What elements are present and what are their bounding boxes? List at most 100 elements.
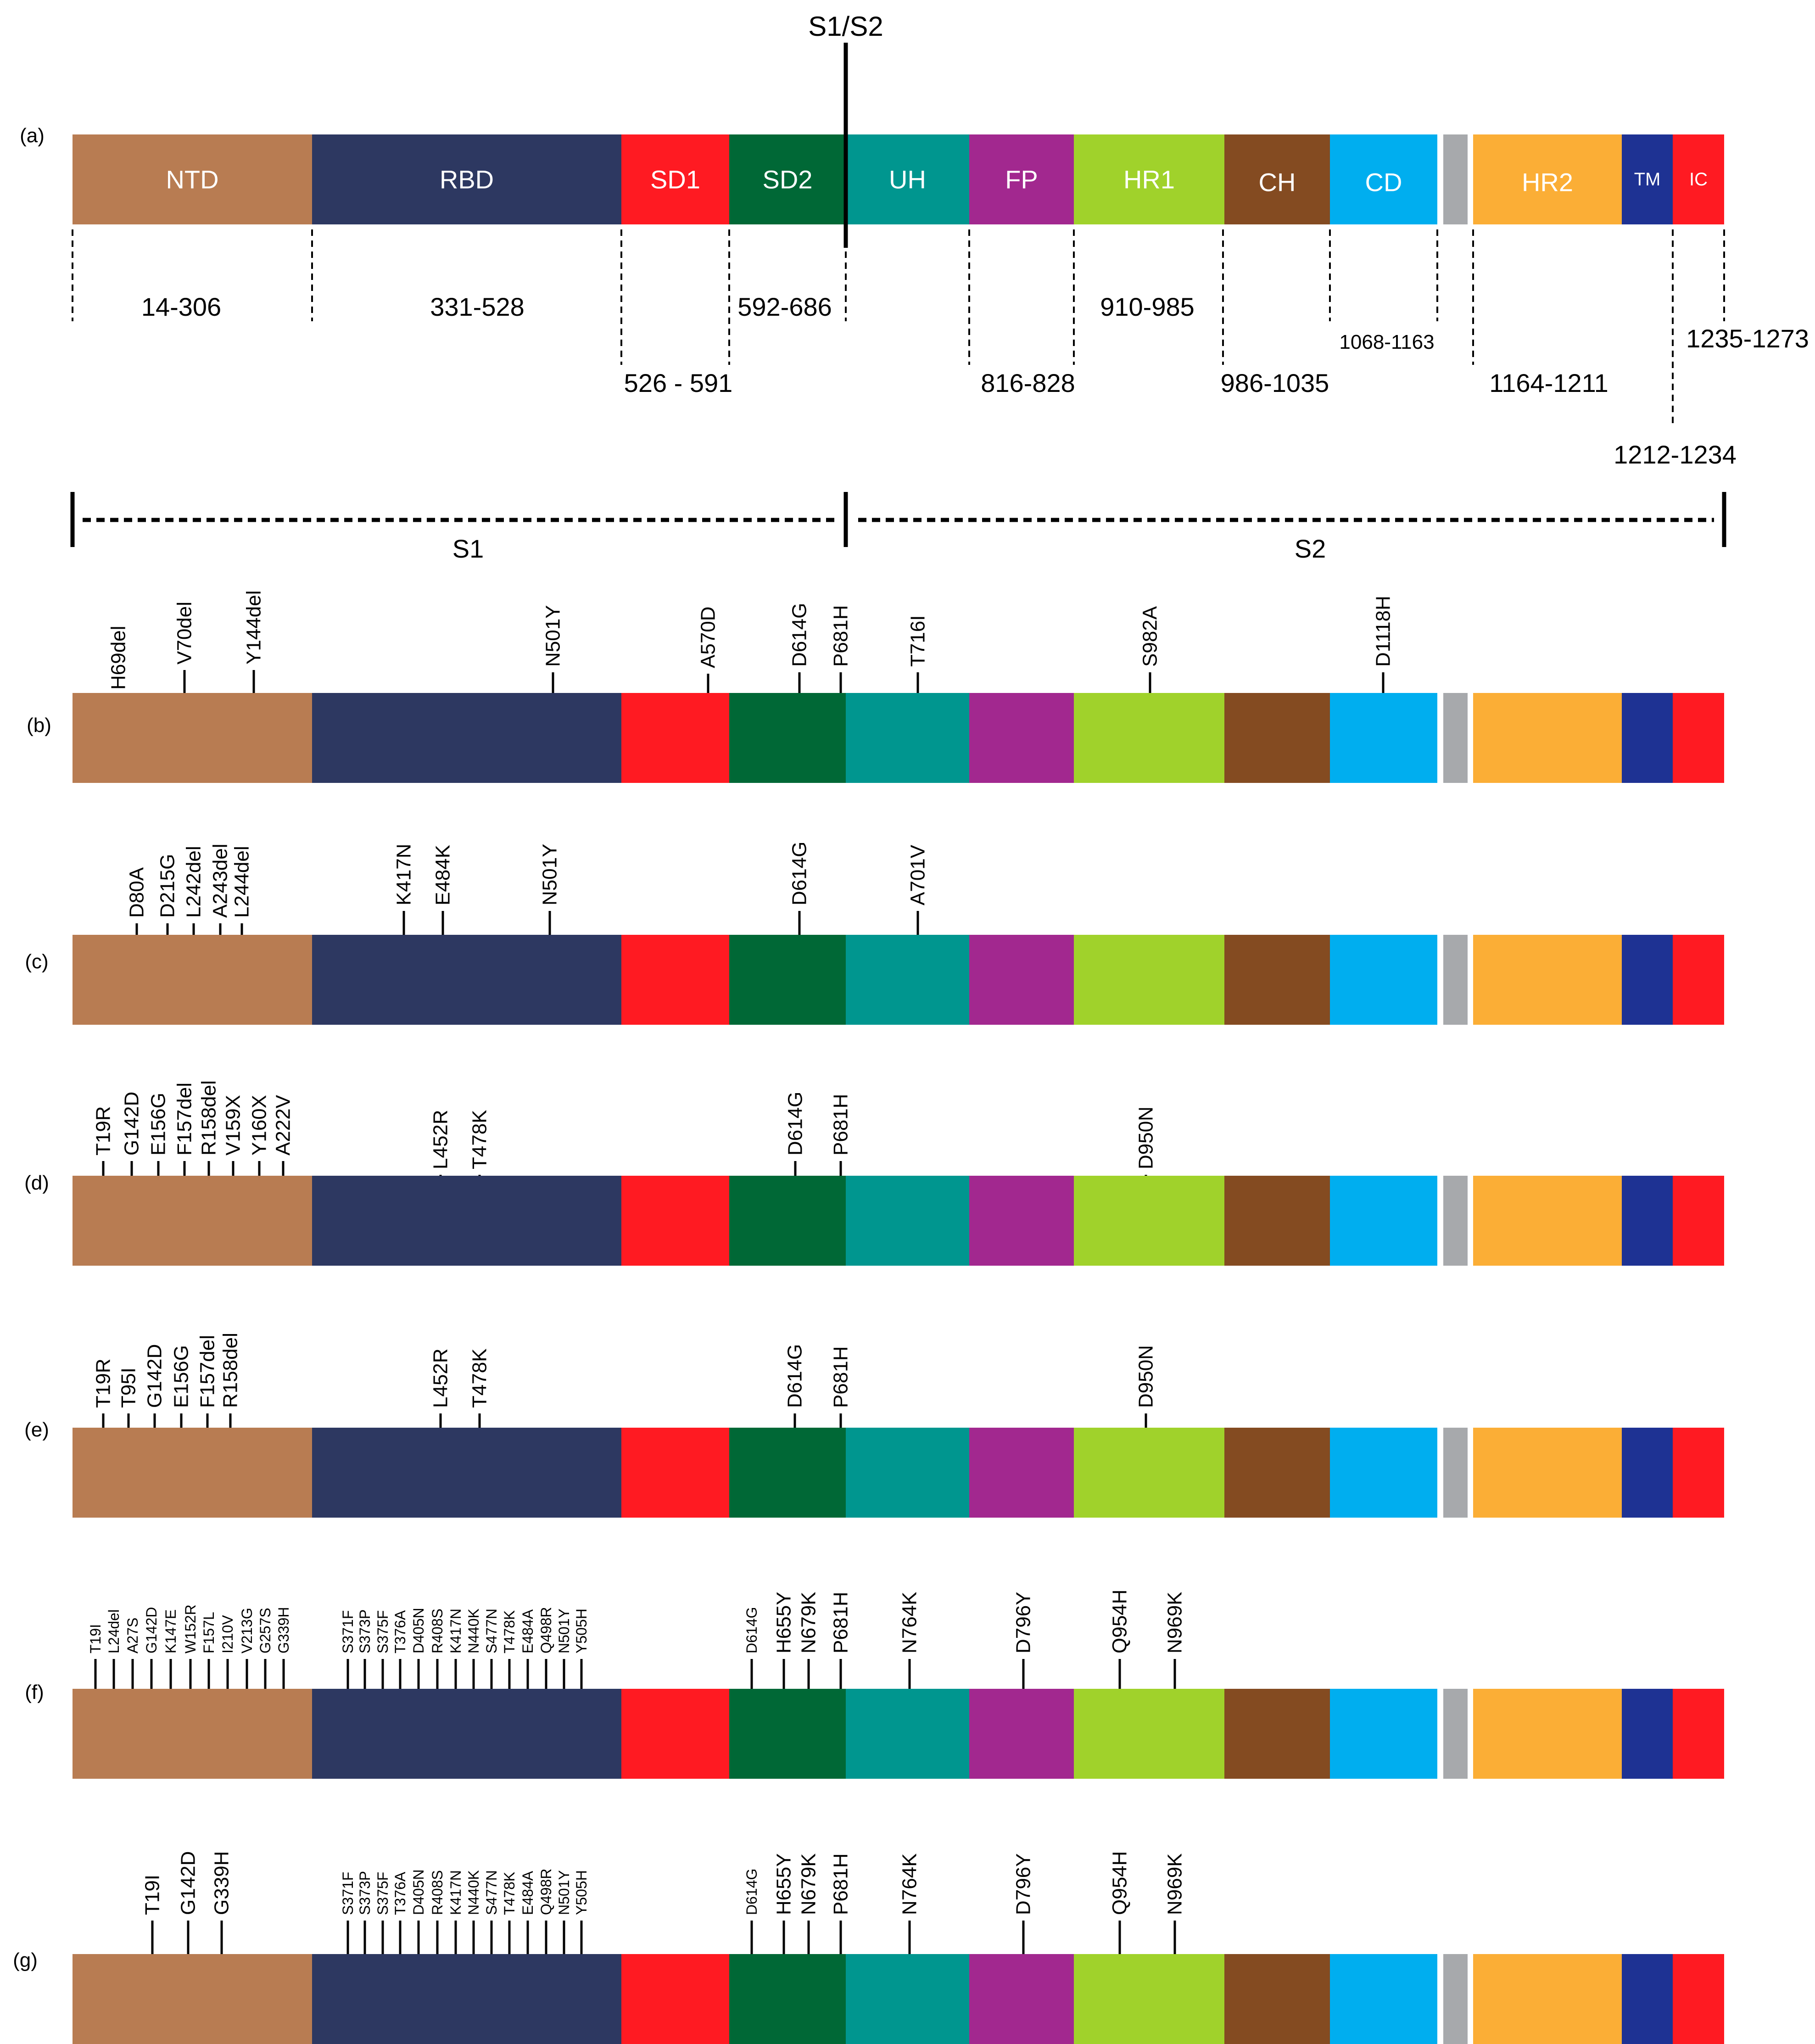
mutation-label-p681h: P681H (830, 1853, 852, 1915)
mutation-label-v213g: V213G (239, 1608, 255, 1653)
range-label: 1068-1163 (1339, 331, 1434, 353)
mutation-label-e484a: E484A (519, 1871, 536, 1915)
range-label: 14-306 (141, 292, 221, 321)
mutation-label-d950n: D950N (1135, 1106, 1157, 1169)
mutation-label-a701v: A701V (907, 844, 929, 905)
domain-rbd-f (312, 1689, 621, 1779)
panel-letter: (g) (13, 1949, 38, 1971)
domain-label-sd2: SD2 (763, 165, 813, 194)
mutation-label-f157del: F157del (173, 1083, 196, 1156)
domain-label-ntd: NTD (166, 165, 218, 194)
mutation-label-g142d: G142D (144, 1344, 166, 1408)
mutation-label-t19r: T19R (92, 1358, 115, 1408)
domain-sd1-f (621, 1689, 729, 1779)
mutation-label-p681h: P681H (830, 1346, 852, 1408)
domain-uh-a (846, 134, 969, 224)
domain-ic-b (1673, 693, 1724, 783)
mutation-label-s375f: S375F (374, 1610, 391, 1653)
mutation-label-g257s: G257S (257, 1608, 274, 1653)
domain-ic-a (1673, 134, 1724, 224)
domain-hr2-g (1473, 1954, 1622, 2044)
domain-ch-a (1224, 134, 1330, 224)
domain-hr2-d (1473, 1176, 1622, 1266)
mutation-label-g142d: G142D (177, 1851, 200, 1915)
domain-ic-c (1673, 935, 1724, 1025)
mutation-label-t19r: T19R (92, 1106, 115, 1156)
domain-ic-e (1673, 1428, 1724, 1518)
mutation-label-h655y: H655Y (773, 1853, 795, 1915)
mutation-label-y505h: Y505H (573, 1608, 590, 1653)
panel-e: T19R T95I G142D E156G F157del R158del L452R T47… (92, 1333, 1157, 1478)
mutation-label-t19i: T19I (141, 1875, 164, 1915)
range-label: 986-1035 (1221, 369, 1329, 397)
mutation-label-t19i: T19I (87, 1624, 104, 1653)
mutation-label-n440k: N440K (465, 1608, 482, 1653)
mutation-label-t376a: T376A (392, 1871, 408, 1915)
domain-tm-c (1622, 935, 1673, 1025)
mutation-label-q954h: Q954H (1109, 1851, 1131, 1915)
domain-sd1-a (621, 134, 729, 224)
mutation-label-k417n: K417N (447, 1870, 464, 1915)
domain-gap-g (1443, 1954, 1468, 2044)
mutation-label-n440k: N440K (465, 1870, 482, 1915)
mutation-label-d614g: D614G (784, 1092, 807, 1156)
domain-label-tm: TM (1634, 169, 1661, 190)
mutation-label-s371f: S371F (340, 1610, 356, 1653)
mutation-label-q498r: Q498R (538, 1869, 554, 1915)
mutation-label-n679k: N679K (798, 1853, 820, 1915)
mutation-label-a570d: A570D (697, 606, 720, 668)
mutation-label-d614g: D614G (788, 603, 811, 667)
mutation-label-s477n: S477N (483, 1870, 500, 1915)
domain-fp-a (969, 134, 1074, 224)
mutation-label-s371f: S371F (340, 1872, 356, 1915)
mutation-label-w152r: W152R (182, 1604, 199, 1653)
mutation-label-t95i: T95I (117, 1368, 140, 1408)
domain-sd2-b (729, 693, 846, 783)
s1-s2-label: S1/S2 (808, 11, 883, 42)
domain-hr1-c (1074, 935, 1224, 1025)
mutation-label-d950n: D950N (1135, 1345, 1157, 1408)
domain-fp-b (969, 693, 1074, 783)
range-label: 1235-1273 (1686, 324, 1809, 353)
domain-ntd-g (73, 1954, 312, 2044)
domain-label-cd: CD (1365, 168, 1402, 197)
mutation-label-y505h: Y505H (573, 1870, 590, 1915)
mutation-label-v70del: V70del (173, 602, 196, 665)
range-label: 331-528 (430, 292, 525, 321)
domain-fp-f (969, 1689, 1074, 1779)
mutation-label-g339h: G339H (211, 1851, 233, 1915)
domain-rbd-c (312, 935, 621, 1025)
domain-ch-c (1224, 935, 1330, 1025)
mutation-label-y144del: Y144del (243, 591, 265, 665)
domain-sd2-f (729, 1689, 846, 1779)
domain-hr1-b (1074, 693, 1224, 783)
domain-hr1-g (1074, 1954, 1224, 2044)
panel-d: T19R G142D E156G F157del R158del V159X Y160X A2… (92, 1080, 1157, 1223)
mutation-label-t716i: T716I (907, 615, 929, 667)
domain-tm-b (1622, 693, 1673, 783)
range-label: 592-686 (737, 292, 832, 321)
mutation-label-d614g: D614G (784, 1344, 806, 1408)
domain-gap-b (1443, 693, 1468, 783)
domain-ntd-d (73, 1176, 312, 1266)
domain-gap-e (1443, 1428, 1468, 1518)
domain-ch-e (1224, 1428, 1330, 1518)
domain-ic-d (1673, 1176, 1724, 1266)
mutation-label-d215g: D215G (156, 854, 179, 918)
panel-g: T19I G142D G339H S371F S373P S375F T376A D405N R… (141, 1851, 1186, 1996)
domain-hr1-d (1074, 1176, 1224, 1266)
mutation-label-n969k: N969K (1164, 1853, 1186, 1915)
domain-ntd-a (73, 134, 312, 224)
mutation-label-l24del: L24del (106, 1609, 122, 1653)
domain-hr1-e (1074, 1428, 1224, 1518)
mutation-label-q498r: Q498R (538, 1607, 554, 1653)
mutation-label-k147e: K147E (162, 1609, 179, 1653)
mutation-label-n501y: N501Y (539, 843, 561, 905)
domain-hr2-b (1473, 693, 1622, 783)
range-label: 816-828 (981, 369, 1075, 397)
range-label: 1212-1234 (1614, 440, 1737, 469)
mutation-label-t478k: T478K (501, 1610, 518, 1653)
mutation-label-g142d: G142D (143, 1607, 160, 1653)
domain-fp-c (969, 935, 1074, 1025)
domain-ch-g (1224, 1954, 1330, 2044)
